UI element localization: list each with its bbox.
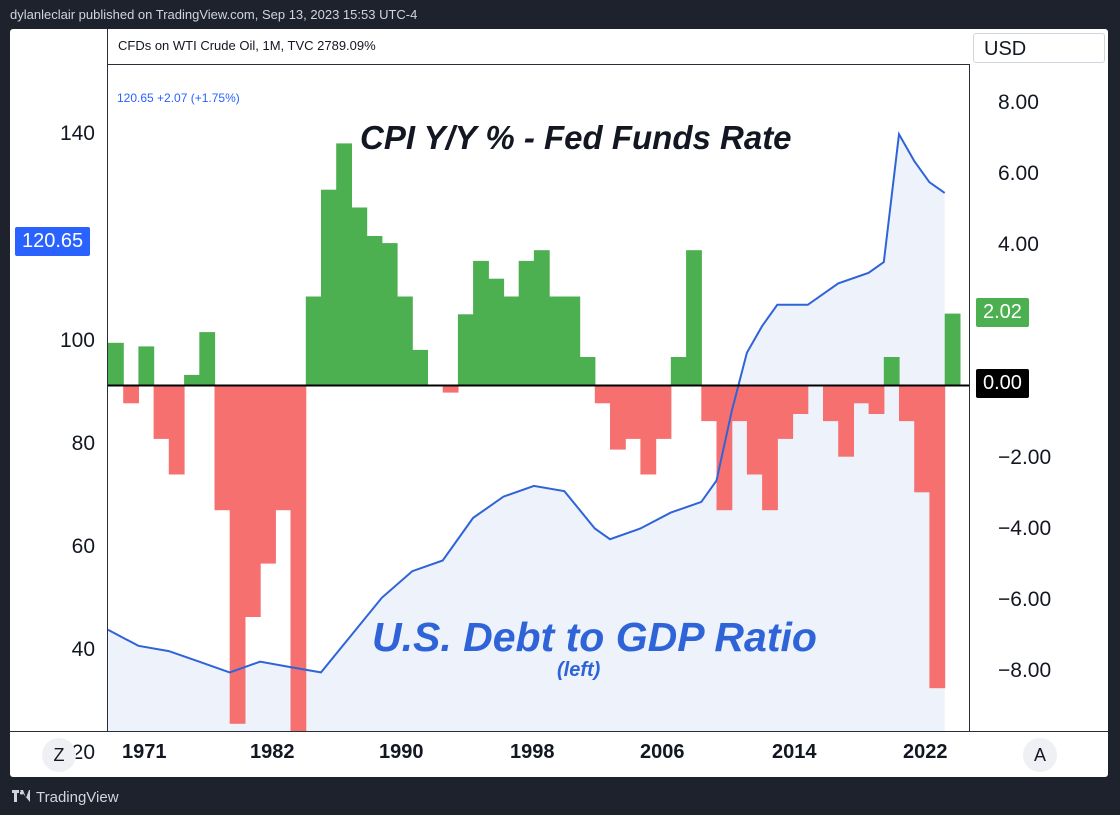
x-axis-tick: 2022 <box>903 741 948 763</box>
spread-bar <box>625 385 641 439</box>
symbol-line: CFDs on WTI Crude Oil, 1M, TVC 2789.09% <box>118 38 376 53</box>
cpi-series-title: CPI Y/Y % - Fed Funds Rate <box>360 119 792 156</box>
spread-bar <box>153 385 170 439</box>
spread-bar <box>823 385 839 422</box>
spread-bar <box>670 357 687 386</box>
spread-bar <box>488 278 505 386</box>
chart-frame: CFDs on WTI Crude Oil, 1M, TVC 2789.09% … <box>10 29 1108 777</box>
spread-bar <box>412 349 428 386</box>
left-current-value-badge: 120.65 <box>15 227 91 256</box>
time-axis[interactable]: Z A <box>10 731 1108 777</box>
right-axis-tick: −6.00 <box>998 588 1052 611</box>
spread-bar <box>108 342 124 386</box>
legend-values: 120.65 +2.07 (+1.75%) <box>117 91 240 105</box>
left-axis-tick: 80 <box>71 432 95 455</box>
debt-series-title: U.S. Debt to GDP Ratio <box>372 614 817 660</box>
right-axis-tick: −4.00 <box>998 517 1052 540</box>
plot-area[interactable] <box>108 65 969 731</box>
spread-bar <box>533 250 550 386</box>
left-price-axis[interactable]: 140 100 80 60 40 20 120.65 <box>10 64 108 764</box>
right-axis-tick: −2.00 <box>998 446 1052 469</box>
spread-bar <box>503 296 520 386</box>
debt-line <box>108 131 946 674</box>
debt-area <box>108 134 945 731</box>
spread-bar <box>168 385 185 475</box>
x-axis-tick: 1998 <box>510 741 555 763</box>
spread-bar <box>138 346 155 386</box>
spread-bar <box>838 385 854 457</box>
spread-bar <box>899 385 915 422</box>
symbol-header: CFDs on WTI Crude Oil, 1M, TVC 2789.09% <box>107 29 970 65</box>
currency-label: USD <box>984 38 1027 60</box>
publish-credit: dylanleclair published on TradingView.co… <box>10 7 418 22</box>
spread-bar <box>351 207 368 386</box>
spread-bar <box>868 385 885 414</box>
spread-bar <box>366 236 383 386</box>
spread-bar <box>853 385 870 404</box>
debt-series-subtitle: (left) <box>557 659 601 681</box>
spread-bar <box>762 385 778 511</box>
spread-bar <box>473 260 489 386</box>
spread-bar <box>123 385 139 404</box>
left-axis-tick: 100 <box>59 329 95 352</box>
spread-bar <box>610 385 626 450</box>
spread-bar <box>244 385 261 617</box>
left-axis-tick: 40 <box>71 638 95 661</box>
spread-bar <box>655 385 672 439</box>
spread-bar <box>381 243 398 386</box>
x-axis-tick: 1971 <box>122 741 167 763</box>
spread-bar <box>457 314 474 386</box>
spread-bar <box>229 385 246 724</box>
spread-bar <box>640 385 657 475</box>
right-axis-tick: −8.00 <box>998 659 1052 682</box>
spread-bar <box>549 296 565 386</box>
spread-bar <box>777 385 794 439</box>
spread-bar <box>290 385 307 731</box>
tradingview-logo[interactable]: TradingView <box>12 789 119 806</box>
spread-bar <box>199 332 216 386</box>
x-axis-tick: 1990 <box>379 741 424 763</box>
spread-bar <box>944 313 961 386</box>
spread-bar <box>260 385 276 564</box>
right-price-axis[interactable]: 8.00 6.00 4.00 −2.00 −4.00 −6.00 −8.00 2… <box>969 64 1108 731</box>
spread-bar <box>701 385 718 422</box>
left-axis-tick: 140 <box>59 122 95 145</box>
spread-bar <box>214 385 231 511</box>
currency-selector[interactable]: USD <box>973 33 1105 63</box>
left-axis-tick: 60 <box>71 535 95 558</box>
spread-bar <box>321 189 337 386</box>
spread-bar <box>305 296 322 386</box>
spread-bar <box>792 385 809 414</box>
spread-bar <box>686 250 702 386</box>
spread-bar <box>746 385 763 475</box>
spread-bar <box>336 143 352 386</box>
spread-bar <box>914 385 930 493</box>
tv-brand-icon <box>12 789 30 806</box>
right-axis-tick: 8.00 <box>998 91 1039 114</box>
auto-scale-button[interactable]: A <box>1023 738 1057 772</box>
x-axis-tick: 2006 <box>640 741 685 763</box>
right-axis-tick: 4.00 <box>998 233 1039 256</box>
spread-bar <box>564 296 581 386</box>
footer-brand: TradingView <box>36 789 119 806</box>
spread-bar <box>594 385 611 404</box>
spread-bar <box>184 374 200 386</box>
spread-bar <box>397 296 413 386</box>
zoom-reset-button[interactable]: Z <box>42 738 76 772</box>
spread-bar <box>518 260 535 386</box>
spread-bar <box>442 385 459 393</box>
left-axis-tick: 20 <box>71 741 95 764</box>
spread-bar <box>883 357 900 386</box>
spread-bar <box>929 385 946 689</box>
spread-bar <box>275 385 292 511</box>
x-axis-tick: 2014 <box>772 741 817 763</box>
spread-bar <box>579 357 596 386</box>
x-axis-tick: 1982 <box>250 741 295 763</box>
right-axis-tick: 6.00 <box>998 162 1039 185</box>
right-current-value-badge: 2.02 <box>976 298 1029 327</box>
zero-line-badge: 0.00 <box>976 369 1029 398</box>
